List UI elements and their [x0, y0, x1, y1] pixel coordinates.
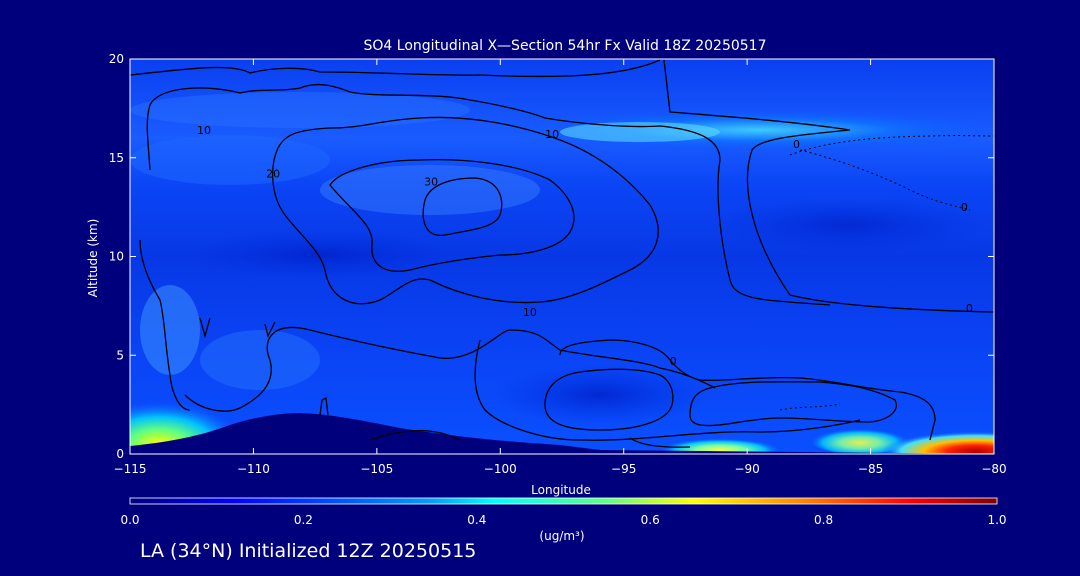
- x-tick-label: −95: [611, 462, 636, 476]
- contour-label: 0: [961, 201, 968, 214]
- contour-label: 10: [545, 128, 559, 141]
- y-axis-label: Altitude (km): [86, 219, 100, 298]
- x-tick-label: −85: [858, 462, 883, 476]
- x-axis: −115 −110 −105 −100 −95 −90 −85 −80: [114, 59, 1007, 476]
- contour-label: 10: [523, 306, 537, 319]
- y-tick-label: 15: [109, 151, 124, 165]
- contour-label: 20: [266, 168, 280, 181]
- contour-label: 0: [793, 138, 800, 151]
- y-tick-label: 20: [109, 52, 124, 66]
- initialization-caption: LA (34°N) Initialized 12Z 20250515: [140, 540, 477, 562]
- colorbar: [129, 497, 998, 505]
- colorbar-tick-label: 0.2: [294, 513, 313, 527]
- colorbar-tick-label: 0.8: [814, 513, 833, 527]
- colorbar-tick-label: 0.0: [120, 513, 139, 527]
- colorbar-tick-label: 1.0: [987, 513, 1006, 527]
- y-axis: 0 5 10 15 20: [109, 52, 994, 461]
- concentration-field: [130, 59, 994, 454]
- x-tick-label: −80: [981, 462, 1006, 476]
- y-tick-label: 10: [109, 250, 124, 264]
- colorbar-ticks: 0.0 0.2 0.4 0.6 0.8 1.0: [120, 513, 1006, 527]
- x-tick-label: −115: [114, 462, 147, 476]
- contour-label: 10: [197, 124, 211, 137]
- y-tick-label: 5: [116, 348, 124, 362]
- y-tick-label: 0: [116, 447, 124, 461]
- colorbar-tick-label: 0.4: [467, 513, 486, 527]
- chart-title: SO4 Longitudinal X—Section 54hr Fx Valid…: [364, 38, 767, 54]
- contour-lines: [130, 59, 994, 448]
- colorbar-tick-label: 0.6: [641, 513, 660, 527]
- x-tick-label: −110: [237, 462, 270, 476]
- contour-labels: 10 10 20 30 10 0 0 0 0: [197, 124, 973, 368]
- contour-label: 30: [424, 175, 438, 188]
- x-tick-label: −105: [360, 462, 393, 476]
- x-tick-label: −100: [484, 462, 517, 476]
- colorbar-units-label: (ug/m³): [539, 529, 584, 543]
- contour-label: 0: [966, 302, 973, 315]
- contour-label: 0: [670, 355, 677, 368]
- x-axis-label: Longitude: [531, 483, 591, 497]
- x-tick-label: −90: [734, 462, 759, 476]
